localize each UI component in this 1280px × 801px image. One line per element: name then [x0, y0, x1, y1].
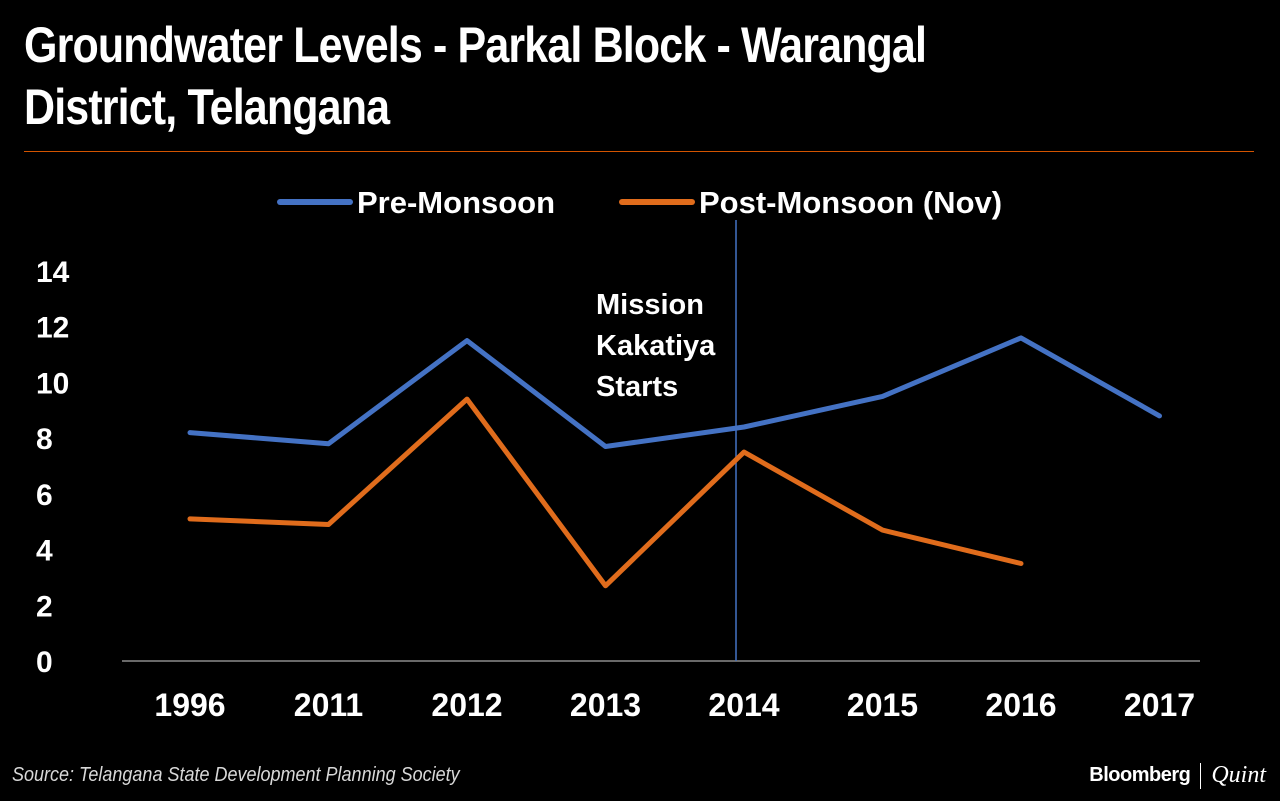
y-tick-label: 14 [36, 256, 70, 289]
x-tick-label: 2012 [431, 687, 502, 723]
x-tick-label: 1996 [154, 687, 225, 723]
y-tick-label: 12 [36, 312, 69, 345]
series-line-0 [187, 335, 1162, 449]
brand-primary: Bloomberg [1089, 764, 1191, 786]
legend-label: Post-Monsoon (Nov) [699, 185, 1002, 220]
brand-logo: Bloomberg Quint [1089, 762, 1266, 789]
x-tick-label: 2016 [985, 687, 1056, 723]
y-tick-label: 4 [36, 535, 53, 568]
annotation-text: Kakatiya [596, 330, 716, 362]
x-tick-label: 2011 [294, 687, 363, 723]
y-tick-label: 10 [36, 367, 69, 400]
x-tick-label: 2013 [570, 687, 641, 723]
x-tick-label: 2014 [708, 687, 779, 723]
annotation-text: Mission [596, 289, 704, 321]
title-divider [24, 151, 1254, 152]
x-tick-label: 2015 [847, 687, 918, 723]
legend-label: Pre-Monsoon [357, 185, 555, 220]
annotation-text: Starts [596, 371, 678, 403]
series-line-1 [187, 396, 1024, 589]
y-tick-label: 8 [36, 423, 53, 456]
brand-secondary: Quint [1211, 762, 1266, 788]
y-tick-label: 6 [36, 479, 53, 512]
x-tick-label: 2017 [1124, 687, 1195, 723]
source-note: Source: Telangana State Development Plan… [12, 764, 460, 786]
y-tick-label: 2 [36, 590, 53, 623]
chart-title: Groundwater Levels - Parkal Block - Wara… [24, 17, 927, 135]
y-tick-label: 0 [36, 646, 53, 679]
brand-separator [1200, 762, 1202, 789]
line-chart: 0 2 4 6 8 10 12 14 1996 2011 2012 2013 2014 2015 2016 2… [36, 185, 1200, 723]
